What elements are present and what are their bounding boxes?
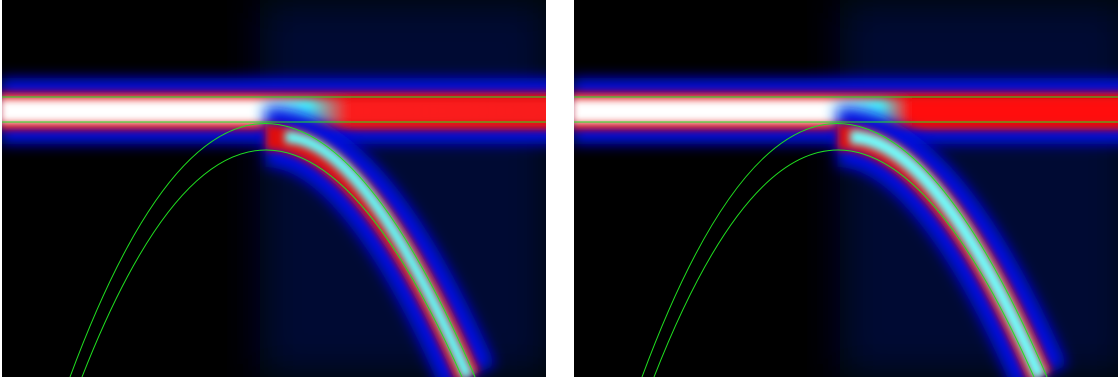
right-panel [572,0,1119,377]
scatter-glow [840,0,1119,377]
left-panel [0,0,560,377]
scatter-glow [260,0,550,377]
page [0,0,1119,381]
field-plots [0,0,1119,381]
